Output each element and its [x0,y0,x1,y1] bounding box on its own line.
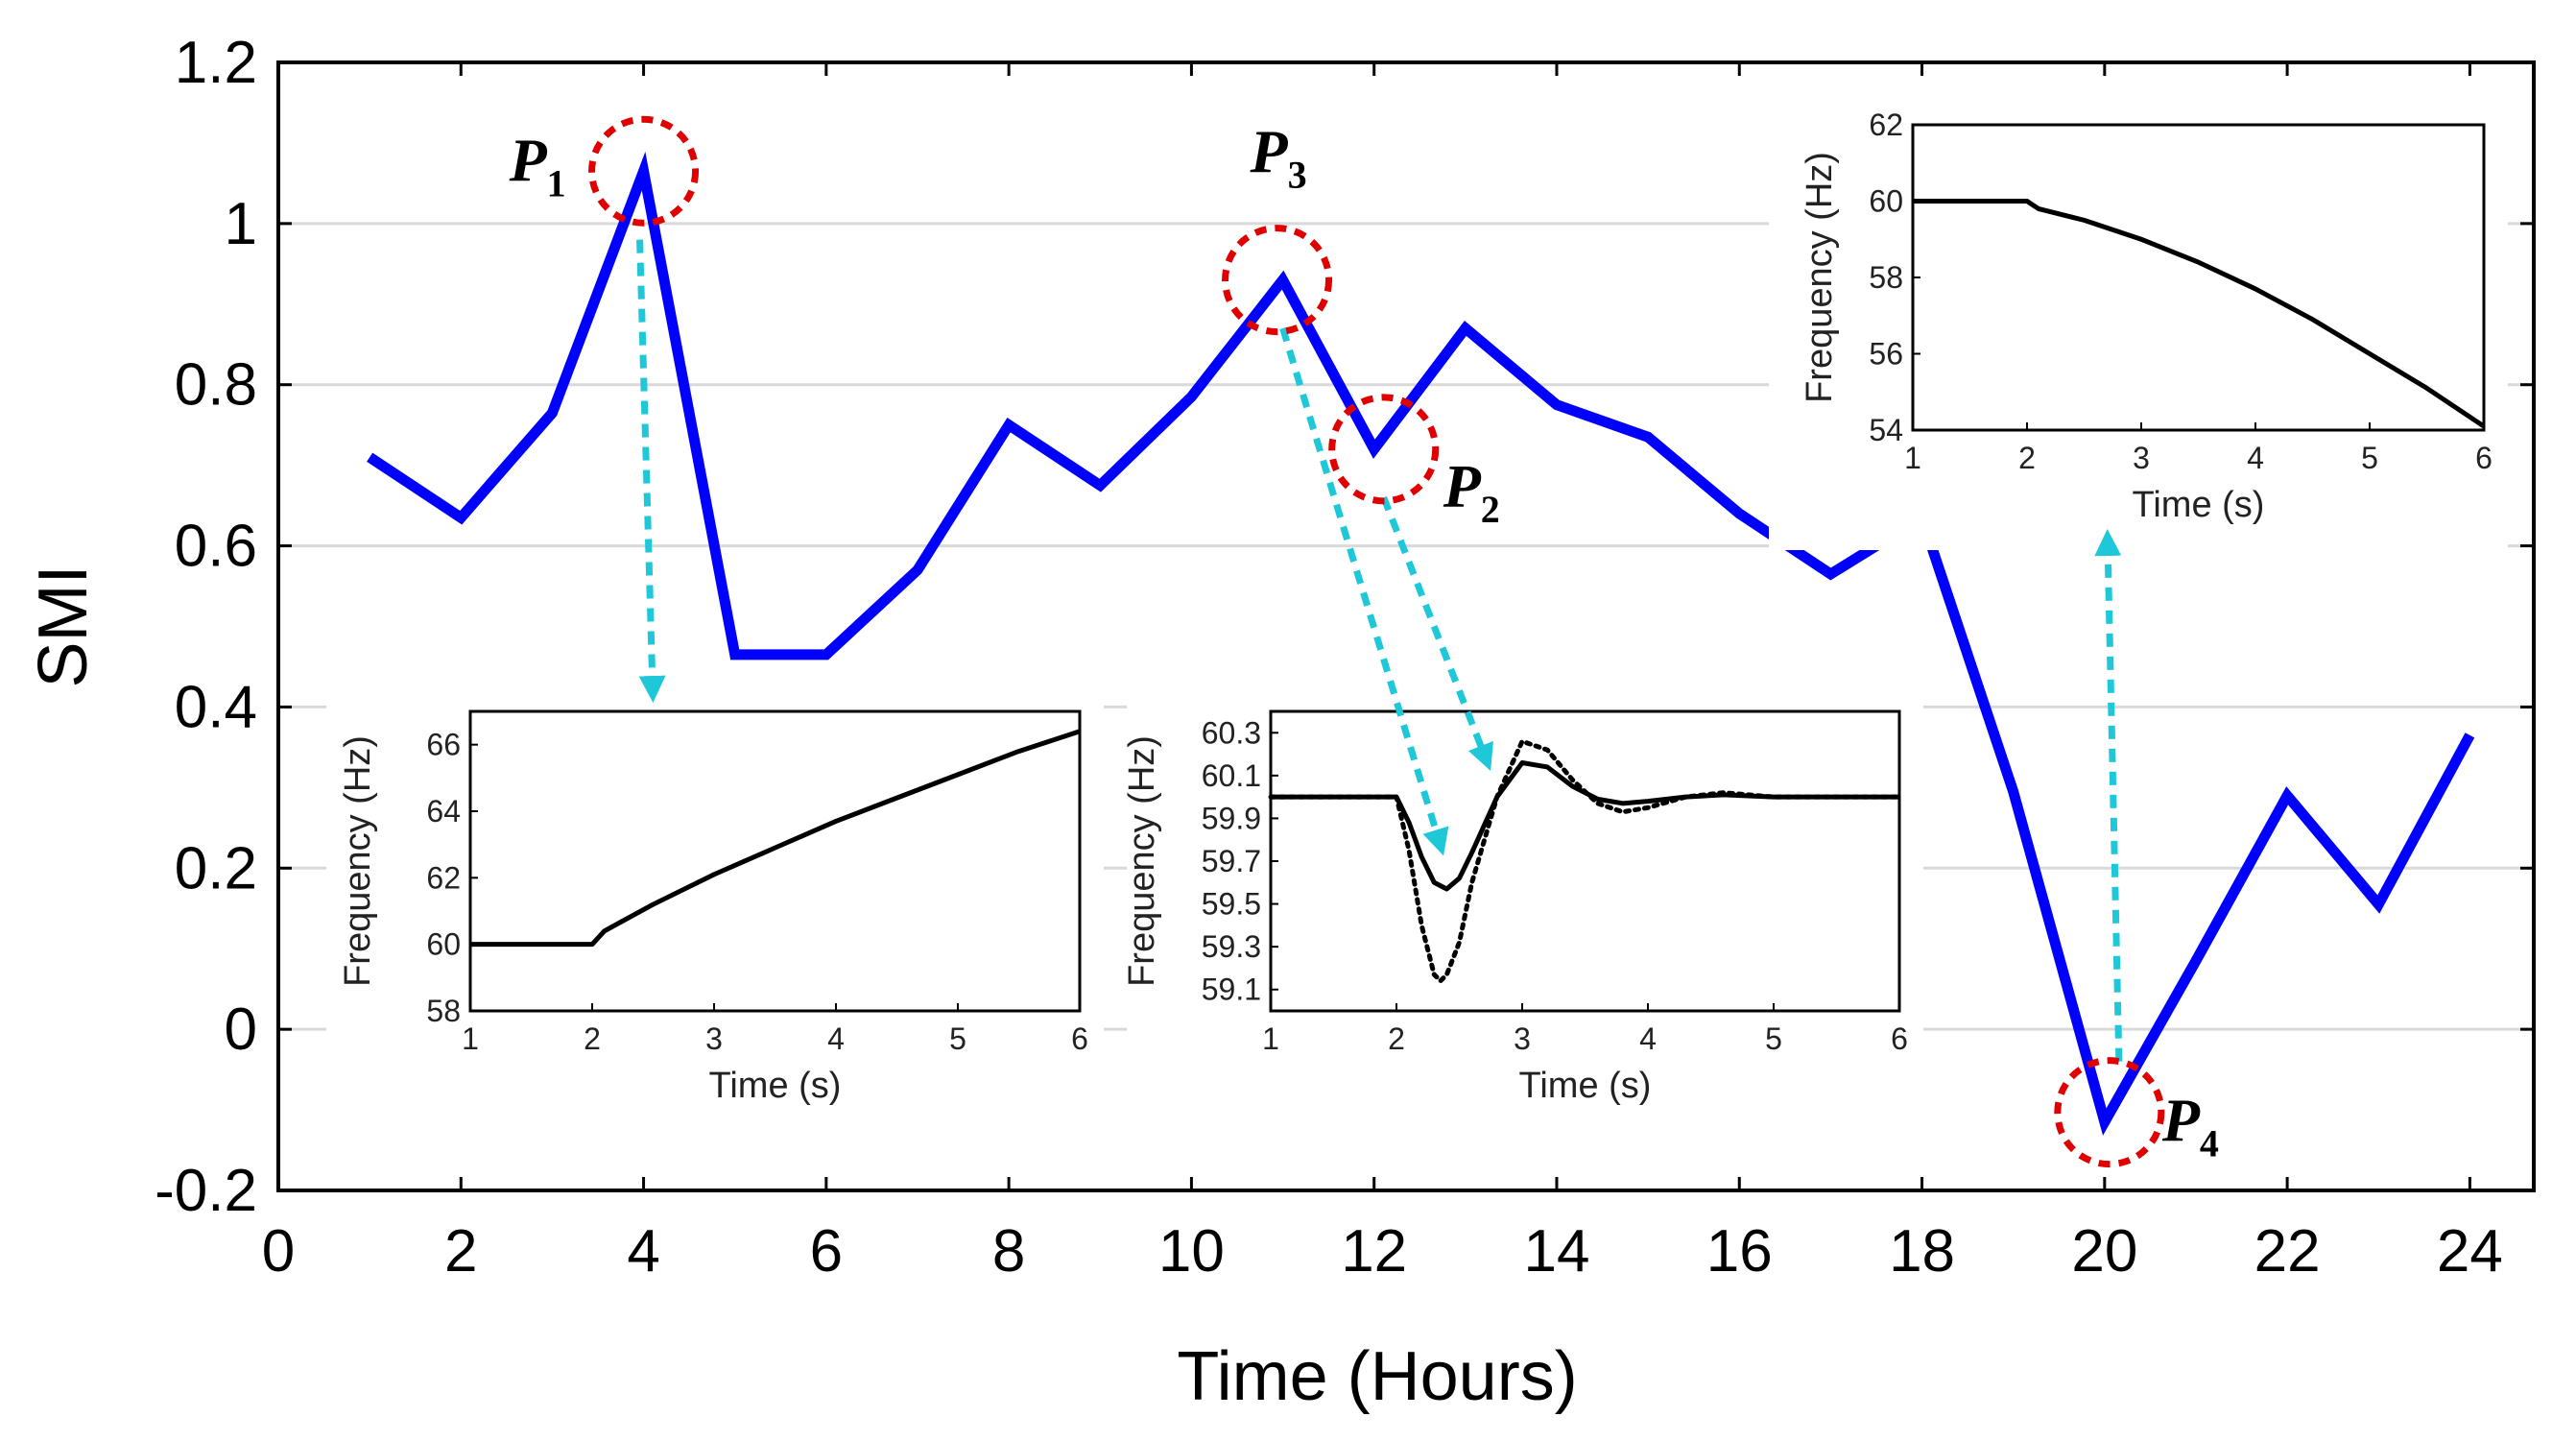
inset-series-frequency [1913,199,2486,429]
x-tick-label: 6 [810,1218,843,1285]
x-tick-label: 18 [1889,1218,1955,1285]
label-p4: P4 [2161,1087,2219,1165]
inset-y-tick-label: 62 [426,860,461,895]
inset-x-title: Time (s) [709,1066,842,1106]
inset-y-tick-label: 58 [1869,260,1903,295]
inset-x-tick-label: 3 [705,1021,723,1056]
inset-frame [468,709,1082,1013]
inset-y-tick-label: 66 [426,728,461,762]
inset-x-tick-label: 6 [2475,441,2493,475]
inset-y-tick-label: 59.9 [1202,801,1261,835]
inset-x-tick-label: 6 [1891,1021,1908,1056]
inset-x-tick-label: 3 [2133,441,2150,475]
x-tick-label: 8 [992,1218,1025,1285]
inset-y-tick-label: 59.5 [1202,887,1261,922]
inset-x-tick-label: 1 [462,1021,479,1056]
inset-x-tick-label: 6 [1071,1021,1088,1056]
inset-y-tick-label: 60.3 [1202,715,1261,750]
inset-y-title: Frequency (Hz) [338,735,378,987]
y-tick-label: 0.4 [175,674,257,740]
axis-ticks: -0.200.20.40.60.811.20 2 4 6 8 10 12 14 16 18 20 22… [155,30,2534,1285]
x-tick-label: 16 [1706,1218,1773,1285]
inset-x-tick-label: 5 [949,1021,966,1056]
y-tick-label: -0.2 [155,1158,257,1224]
inset-x-tick-label: 2 [2018,441,2036,475]
inset-x-tick-label: 4 [1639,1021,1657,1056]
x-axis-title: Time (Hours) [1177,1338,1577,1415]
inset-x-title: Time (s) [2133,485,2265,525]
inset-x-tick-label: 1 [1262,1021,1279,1056]
x-tick-label: 22 [2254,1218,2321,1285]
inset-y-tick-label: 64 [426,794,461,829]
label-p1: P1 [509,126,566,204]
inset-x-tick-label: 1 [1904,441,1921,475]
inset-y-title: Frequency (Hz) [1800,152,1840,403]
inset-x-tick-label: 4 [827,1021,845,1056]
x-tick-label: 20 [2071,1218,2137,1285]
x-tick-label: 24 [2437,1218,2503,1285]
inset-x-tick-label: 2 [1388,1021,1405,1056]
inset-y-tick-label: 59.7 [1202,844,1261,878]
x-tick-label: 4 [627,1218,659,1285]
inset-background [326,702,1104,1131]
x-tick-label: 10 [1158,1218,1225,1285]
inset-y-tick-label: 60 [1869,184,1903,219]
marker-circle-p1 [588,115,700,227]
y-axis-title: SMI [25,564,102,687]
inset-inset_p2_p3: 1 2 3 4 5 6 59.1 59.3 59.5 59.7 59.9 60.1 60.3 Time (… [1122,702,1923,1131]
smi-series [367,152,2475,1136]
inset-y-tick-label: 60 [426,927,461,962]
inset-y-tick-label: 54 [1869,413,1903,447]
inset-y-tick-label: 58 [426,994,461,1028]
inset-x-tick-label: 5 [2361,441,2378,475]
arrow-p2 [1380,495,1493,772]
marker-circle-p2 [1328,394,1440,505]
marker-circle-p3 [1222,225,1333,336]
smi-line [367,152,2475,1136]
y-tick-label: 1 [225,191,257,257]
plot-frame [276,60,2536,1192]
y-tick-label: 0.2 [175,835,257,901]
inset-series-frequency [470,729,1081,948]
x-tick-label: 2 [444,1218,477,1285]
x-tick-label: 0 [262,1218,295,1285]
y-tick-label: 1.2 [175,30,257,96]
point-annotations: P1 P2 P3 P4 [509,115,2219,1168]
inset-series-p3 [1268,738,1902,984]
annotation-arrows [636,239,2123,1062]
arrow-p4 [2094,529,2123,1062]
label-p2: P2 [1443,452,1500,531]
inset-y-tick-label: 59.1 [1202,973,1261,1007]
inset-x-tick-label: 2 [584,1021,601,1056]
inset-y-tick-label: 56 [1869,337,1903,372]
inset-background [1769,115,2508,550]
arrow-p1 [636,239,666,703]
x-tick-label: 14 [1523,1218,1589,1285]
inset-y-title: Frequency (Hz) [1122,735,1162,987]
inset-background [1127,702,1923,1131]
inset-x-tick-label: 4 [2247,441,2264,475]
y-tick-label: 0.6 [175,514,257,580]
marker-circle-p4 [2054,1057,2165,1168]
inset-y-tick-label: 59.3 [1202,929,1261,964]
y-tick-label: 0.8 [175,352,257,419]
y-tick-label: 0 [225,997,257,1063]
x-tick-label: 12 [1341,1218,1407,1285]
inset-x-tick-label: 3 [1514,1021,1531,1056]
inset-x-title: Time (s) [1519,1066,1652,1106]
arrow-p3 [1279,326,1449,856]
label-p3: P3 [1250,118,1307,197]
inset-y-tick-label: 60.1 [1202,758,1261,793]
inset-y-tick-label: 62 [1869,108,1903,142]
inset-x-tick-label: 5 [1765,1021,1782,1056]
